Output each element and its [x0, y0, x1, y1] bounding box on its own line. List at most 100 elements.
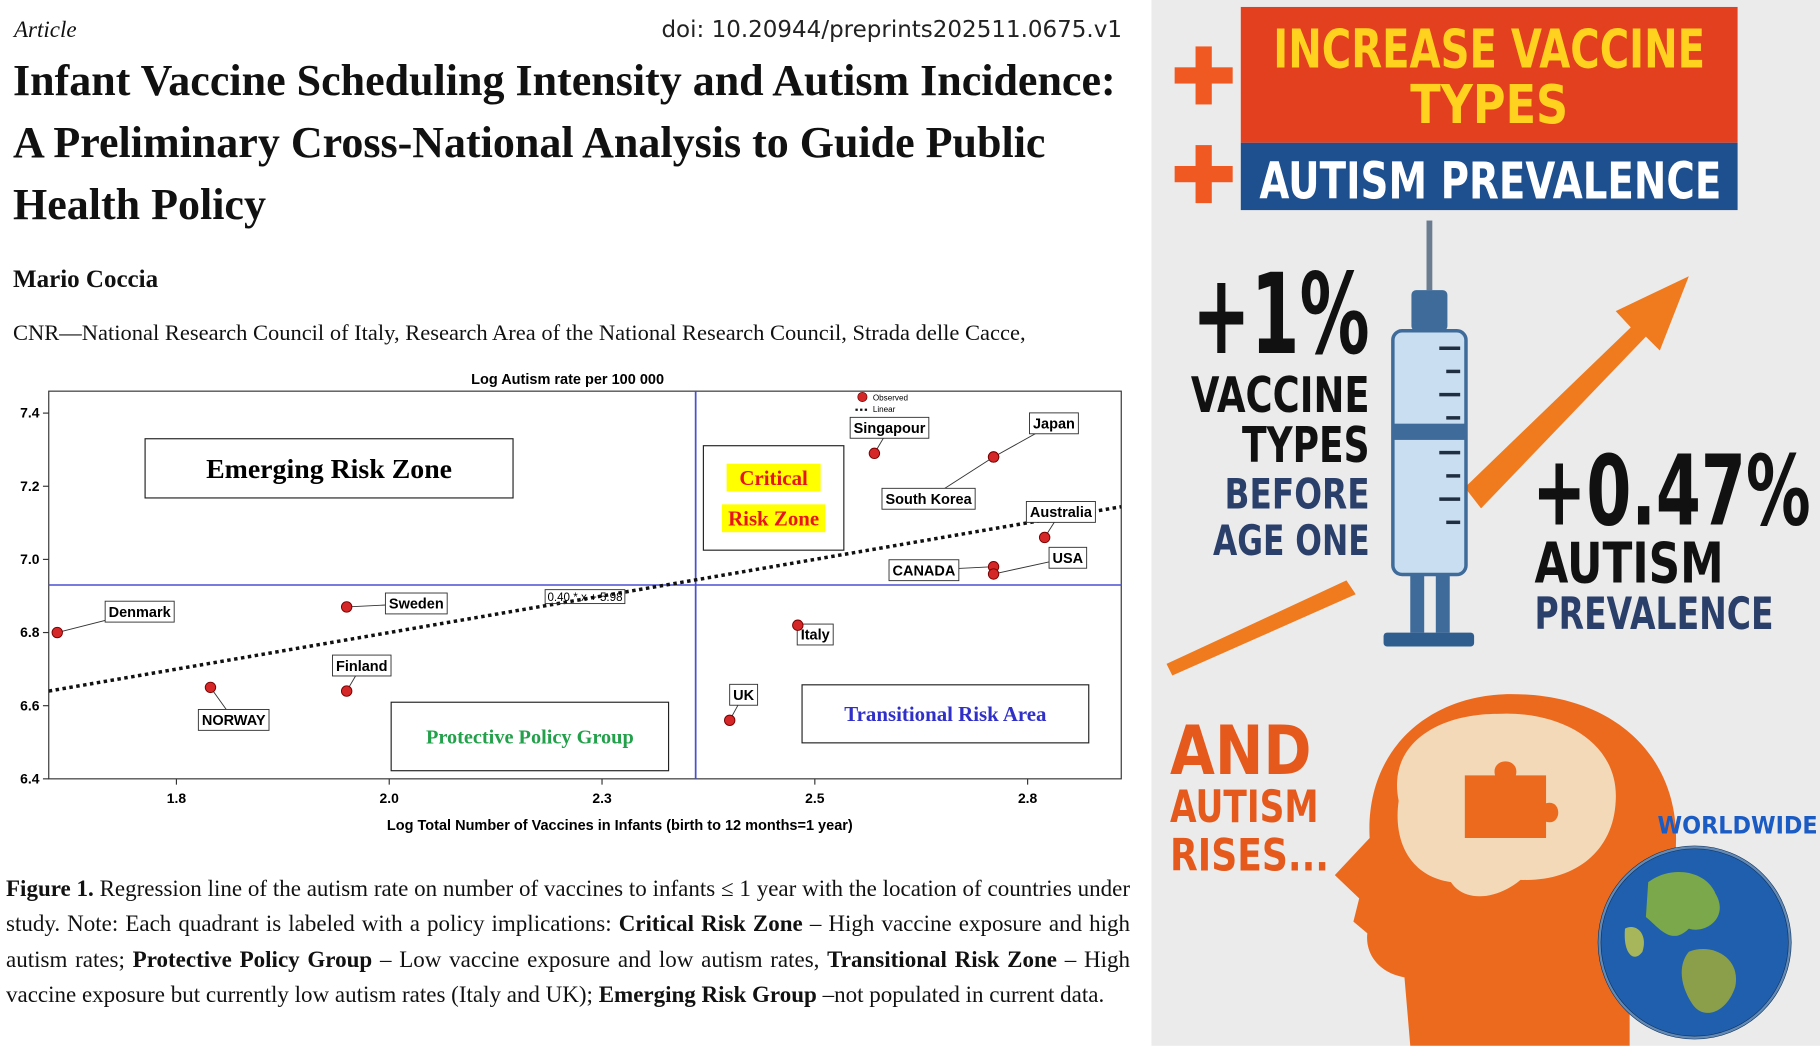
- point-label-box: [1048, 546, 1088, 569]
- data-point: [1038, 531, 1051, 544]
- point-label-box: [1025, 501, 1096, 523]
- point-label: Denmark: [109, 605, 172, 621]
- chart-title: Log Autism rate per 100 000: [471, 372, 664, 388]
- banner-top: [1240, 6, 1738, 143]
- zone-box: [390, 701, 670, 772]
- zone-label: Transitional Risk Area: [844, 702, 1047, 726]
- banner-bottom: [1240, 142, 1738, 211]
- y-tick-label: 7.2: [20, 478, 40, 494]
- point-label-box: [1029, 412, 1079, 435]
- banner-top-line: TYPES: [1410, 73, 1568, 136]
- point-label: Sweden: [389, 597, 444, 613]
- point-label-box: [384, 592, 448, 615]
- zone-highlight: [721, 504, 826, 533]
- legend-label: Linear: [873, 405, 896, 414]
- point-label: Finland: [336, 659, 388, 675]
- data-point: [340, 601, 353, 613]
- y-tick-label: 6.8: [20, 624, 40, 640]
- point-label: NORWAY: [202, 713, 266, 729]
- globe-icon: [1597, 845, 1792, 1040]
- left-stat-line: VACCINE: [1191, 368, 1370, 424]
- left-stat-value: +1%: [1192, 251, 1370, 380]
- author: Mario Coccia: [13, 266, 159, 293]
- y-tick-label: 6.6: [20, 697, 40, 713]
- infographic: INCREASE VACCINE TYPES AUTISM PREVALENCE: [1151, 0, 1820, 1046]
- x-tick-label: 2.5: [805, 790, 825, 806]
- point-label: USA: [1053, 551, 1084, 567]
- banner-top-line: INCREASE VACCINE: [1273, 17, 1705, 80]
- zone-box: [801, 684, 1090, 744]
- caption-run: Figure 1.: [6, 876, 94, 901]
- point-label: South Korea: [885, 492, 972, 508]
- caption-run: – Low vaccine exposure and low autism ra…: [372, 946, 828, 972]
- point-label-box: [332, 654, 392, 677]
- data-point: [51, 626, 63, 639]
- point-label: Australia: [1030, 505, 1093, 521]
- plus-icons: [1174, 46, 1233, 204]
- legend-label: Observed: [873, 393, 908, 402]
- rises-line: AND: [1170, 712, 1312, 790]
- right-stat-value: +0.47%: [1532, 435, 1811, 548]
- data-point: [868, 447, 881, 460]
- x-axis-label: Log Total Number of Vaccines in Infants …: [387, 818, 853, 834]
- point-label: UK: [733, 688, 754, 704]
- data-point: [792, 619, 804, 631]
- point-label: Japan: [1033, 417, 1075, 433]
- caption-run: Transitional Risk Zone: [827, 946, 1057, 972]
- x-tick-label: 2.8: [1018, 790, 1038, 806]
- legend-marker: [857, 391, 868, 402]
- left-stat-sub: BEFORE: [1225, 469, 1370, 518]
- paper-title: Infant Vaccine Scheduling Intensity and …: [13, 56, 1116, 229]
- rises-line: RISES...: [1170, 831, 1329, 882]
- puzzle-piece: [1464, 761, 1559, 839]
- y-tick-label: 7.4: [20, 405, 40, 421]
- point-label-box: [729, 683, 759, 706]
- zone-label: Risk Zone: [728, 507, 819, 531]
- figure-caption: Figure 1. Regression line of the autism …: [6, 871, 1130, 1013]
- scatter-chart: Log Autism rate per 100 000 Log Total Num…: [20, 372, 1122, 834]
- swoosh: [1166, 580, 1356, 676]
- caption-run: Critical Risk Zone: [618, 911, 803, 937]
- data-point: [987, 568, 1000, 580]
- caption-run: Emerging Risk Group: [598, 982, 817, 1008]
- worldwide-label: WORLDWIDE: [1657, 810, 1817, 839]
- zone-label: Protective Policy Group: [426, 727, 634, 749]
- zone-label: Emerging Risk Zone: [206, 454, 452, 485]
- y-tick-label: 7.0: [20, 551, 40, 567]
- banner-bottom-text: AUTISM PREVALENCE: [1259, 152, 1721, 211]
- right-stat-sub: PREVALENCE: [1534, 589, 1773, 640]
- doi: doi: 10.20944/preprints202511.0675.v1: [661, 17, 1122, 43]
- left-stat-sub: AGE ONE: [1213, 516, 1370, 565]
- data-point: [987, 451, 1000, 463]
- x-tick-label: 2.0: [380, 790, 400, 806]
- point-label-box: [888, 559, 960, 582]
- point-label-box: [849, 416, 930, 439]
- y-tick-label: 6.4: [20, 770, 40, 786]
- point-label-box: [104, 600, 175, 623]
- regression-label: 0.40 * x + 5.98: [547, 591, 622, 604]
- scaled-root: Log Autism rate per 100 000 Log Total Num…: [20, 0, 1820, 1046]
- zone-label: Critical: [739, 466, 808, 490]
- x-tick-label: 1.8: [167, 790, 187, 806]
- point-label: Singapour: [854, 421, 926, 437]
- caption-run: – High vaccine exposure and high autism …: [6, 911, 1130, 972]
- regression-line: [48, 505, 1122, 693]
- regression-label-box: [544, 589, 626, 605]
- zone-box: [144, 438, 514, 499]
- caption-run: Regression line of the autism rate on nu…: [6, 876, 1130, 937]
- point-label-box: [881, 487, 976, 510]
- rising-arrow: [1464, 276, 1689, 509]
- caption-run: –not populated in current data.: [816, 982, 1105, 1008]
- rises-line: AUTISM: [1170, 782, 1319, 833]
- point-label-box: [197, 708, 270, 731]
- caption-run: Protective Policy Group: [132, 946, 373, 972]
- point-label: Italy: [801, 628, 830, 644]
- affiliation: CNR—National Research Council of Italy, …: [13, 320, 1026, 345]
- point-label-box: [796, 623, 834, 646]
- article-type: Article: [14, 17, 77, 42]
- caption-run: – High vaccine exposure but currently lo…: [6, 946, 1131, 1008]
- zone-box: [702, 445, 845, 551]
- data-point: [204, 681, 217, 694]
